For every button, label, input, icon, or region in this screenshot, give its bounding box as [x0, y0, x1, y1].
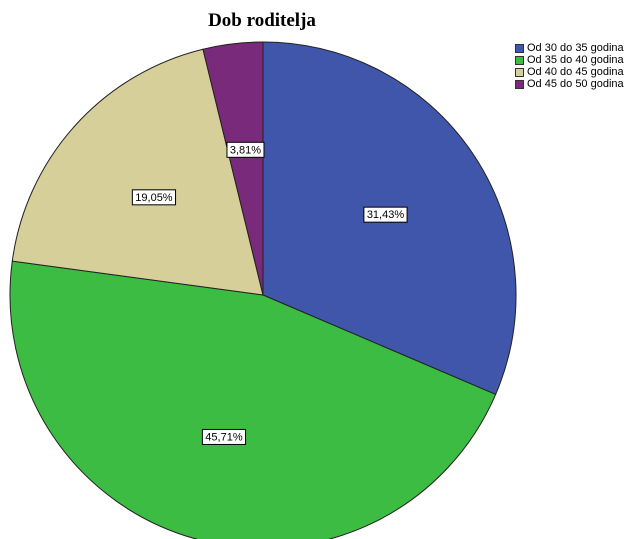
legend-item: Od 40 do 45 godina: [515, 66, 624, 78]
svg-text:19,05%: 19,05%: [135, 192, 173, 204]
legend-label: Od 35 do 40 godina: [527, 54, 624, 66]
slice-label: 31,43%: [363, 206, 408, 223]
slice-label: 45,71%: [201, 428, 247, 445]
legend-label: Od 40 do 45 godina: [527, 66, 624, 78]
svg-text:31,43%: 31,43%: [367, 209, 405, 221]
legend-swatch: [515, 43, 524, 53]
legend-item: Od 45 do 50 godina: [515, 78, 624, 90]
svg-text:3,81%: 3,81%: [230, 144, 261, 156]
legend-label: Od 45 do 50 godina: [527, 78, 624, 90]
legend: Od 30 do 35 godina Od 35 do 40 godina Od 4…: [515, 42, 624, 90]
slice-label: 3,81%: [226, 141, 265, 158]
pie-slice: [202, 41, 264, 296]
legend-item: Od 35 do 40 godina: [515, 54, 624, 66]
legend-item: Od 30 do 35 godina: [515, 42, 624, 54]
legend-swatch: [515, 55, 524, 65]
chart-title: Dob roditelja: [208, 10, 316, 31]
pie-slice: [11, 48, 264, 296]
legend-swatch: [515, 79, 524, 89]
legend-label: Od 30 do 35 godina: [527, 42, 624, 54]
slice-label: 19,05%: [131, 189, 177, 206]
legend-swatch: [515, 67, 524, 77]
svg-text:45,71%: 45,71%: [205, 431, 243, 443]
